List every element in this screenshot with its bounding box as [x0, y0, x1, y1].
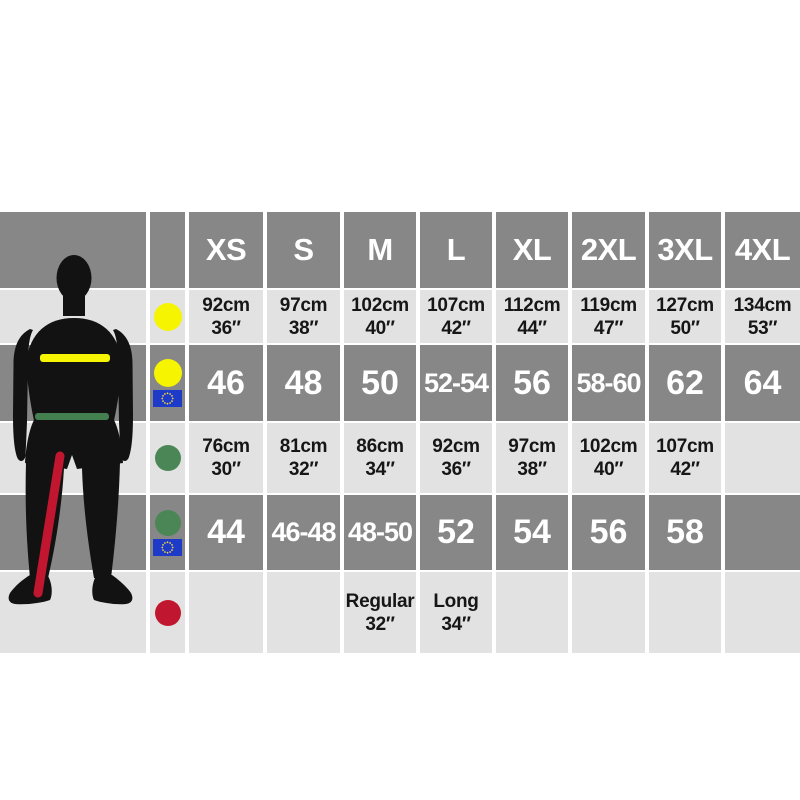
size-header-l: L — [420, 212, 492, 288]
size-header-xl: XL — [496, 212, 568, 288]
waist-cm-s: 81cm 32″ — [267, 423, 340, 493]
chest-eu-s: 48 — [267, 345, 340, 421]
waist-cm-l: 92cm 36″ — [420, 423, 492, 493]
inside-leg-2xl — [572, 572, 645, 653]
chest-eu-2xl: 58-60 — [572, 345, 645, 421]
waist-eu-3xl: 58 — [649, 495, 721, 570]
inside-leg-marker-cell — [150, 572, 185, 653]
chest-eu-3xl: 62 — [649, 345, 721, 421]
waist-eu-marker-cell — [150, 495, 185, 570]
chest-cm-s: 97cm 38″ — [267, 290, 340, 343]
figure-panel-band-1 — [0, 290, 146, 343]
inside-leg-l: Long 34″ — [420, 572, 492, 653]
marker-column-header — [150, 212, 185, 288]
eu-flag-icon — [153, 538, 182, 556]
inside-leg-xs — [189, 572, 263, 653]
chest-eu-4xl: 64 — [725, 345, 800, 421]
inside-leg-m: Regular 32″ — [344, 572, 416, 653]
inside-leg-xl — [496, 572, 568, 653]
size-header-xs: XS — [189, 212, 263, 288]
size-header-2xl: 2XL — [572, 212, 645, 288]
size-header-s: S — [267, 212, 340, 288]
waist-cm-xl: 97cm 38″ — [496, 423, 568, 493]
chest-cm-l: 107cm 42″ — [420, 290, 492, 343]
chest-cm-m: 102cm 40″ — [344, 290, 416, 343]
figure-panel-band-4 — [0, 495, 146, 570]
eu-flag-icon — [153, 390, 182, 407]
figure-panel-band-5 — [0, 572, 146, 653]
figure-panel-band-3 — [0, 423, 146, 493]
size-header-m: M — [344, 212, 416, 288]
figure-panel-band-2 — [0, 345, 146, 421]
waist-eu-s: 46-48 — [267, 495, 340, 570]
chest-cm-4xl: 134cm 53″ — [725, 290, 800, 343]
waist-eu-m: 48-50 — [344, 495, 416, 570]
inside-leg-4xl — [725, 572, 800, 653]
waist-cm-3xl: 107cm 42″ — [649, 423, 721, 493]
green-circle-icon — [154, 445, 181, 471]
chest-cm-2xl: 119cm 47″ — [572, 290, 645, 343]
waist-marker-cell — [150, 423, 185, 493]
green-circle-icon — [154, 509, 181, 536]
waist-eu-xs: 44 — [189, 495, 263, 570]
chest-eu-marker-cell — [150, 345, 185, 421]
size-chart-table: XS S M L XL 2XL 3XL 4XL 92cm 36″ 97cm 38… — [0, 212, 800, 653]
waist-eu-2xl: 56 — [572, 495, 645, 570]
figure-panel-band-header — [0, 212, 146, 288]
chest-cm-3xl: 127cm 50″ — [649, 290, 721, 343]
yellow-circle-icon — [153, 359, 182, 387]
waist-cm-4xl — [725, 423, 800, 493]
chest-cm-xs: 92cm 36″ — [189, 290, 263, 343]
red-circle-icon — [154, 599, 181, 626]
chest-cm-xl: 112cm 44″ — [496, 290, 568, 343]
inside-leg-s — [267, 572, 340, 653]
waist-cm-2xl: 102cm 40″ — [572, 423, 645, 493]
waist-cm-m: 86cm 34″ — [344, 423, 416, 493]
chest-marker-cell — [150, 290, 185, 343]
chest-eu-xl: 56 — [496, 345, 568, 421]
waist-cm-xs: 76cm 30″ — [189, 423, 263, 493]
chest-eu-m: 50 — [344, 345, 416, 421]
size-header-3xl: 3XL — [649, 212, 721, 288]
size-header-4xl: 4XL — [725, 212, 800, 288]
chest-eu-xs: 46 — [189, 345, 263, 421]
waist-eu-xl: 54 — [496, 495, 568, 570]
inside-leg-3xl — [649, 572, 721, 653]
yellow-circle-icon — [153, 302, 182, 331]
waist-eu-4xl — [725, 495, 800, 570]
chest-eu-l: 52-54 — [420, 345, 492, 421]
waist-eu-l: 52 — [420, 495, 492, 570]
